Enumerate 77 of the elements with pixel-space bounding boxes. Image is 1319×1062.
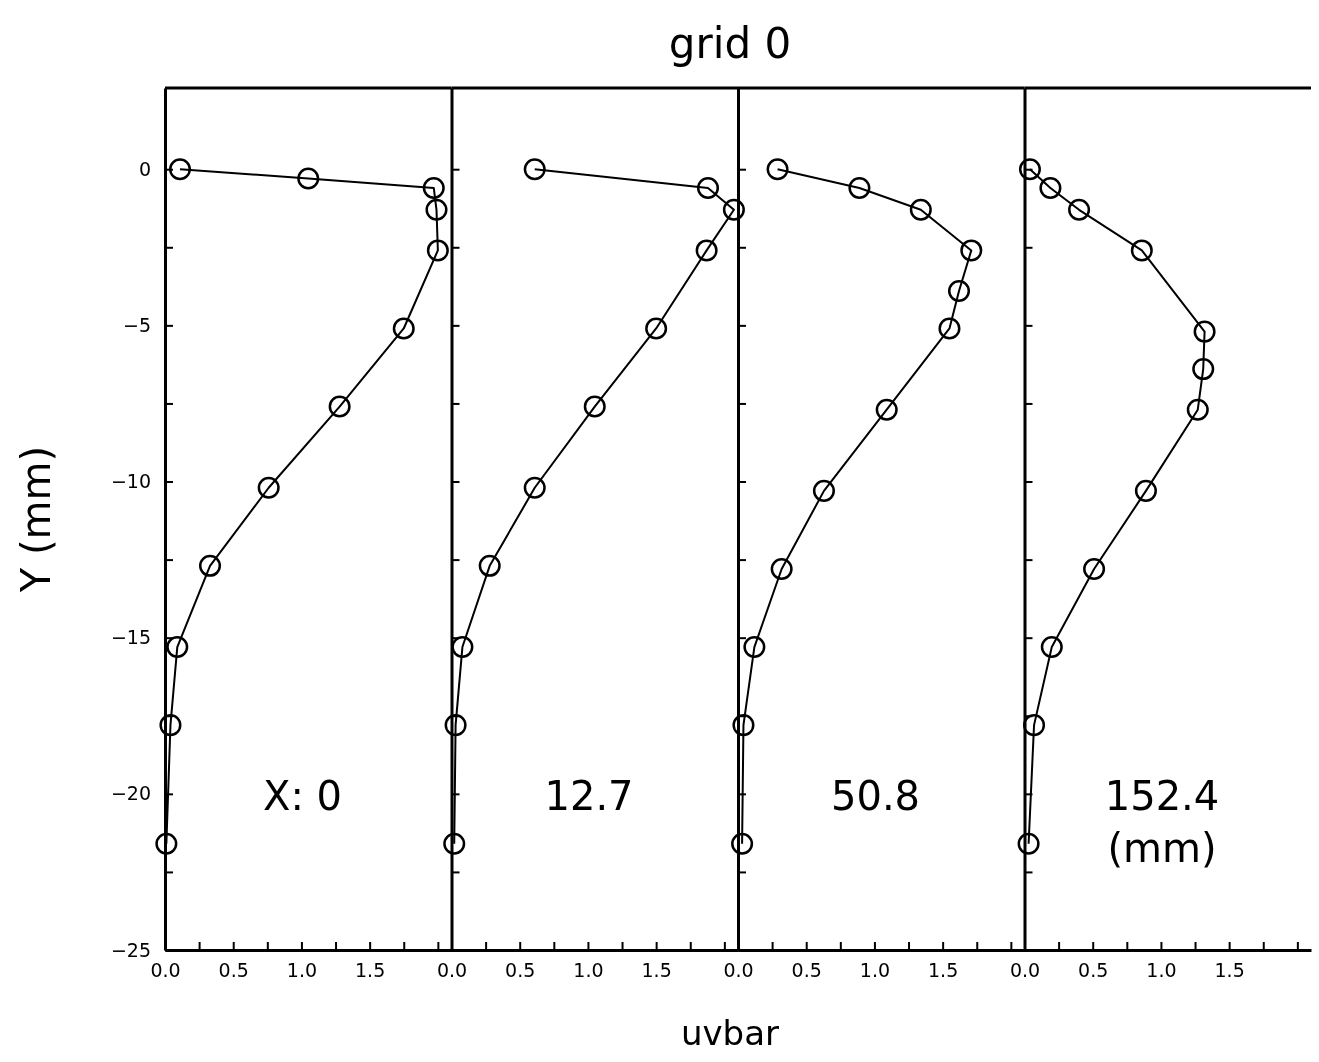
point [938, 317, 961, 340]
point [770, 557, 793, 580]
point [422, 176, 445, 199]
point [731, 832, 754, 855]
point [645, 317, 668, 340]
point [257, 476, 280, 499]
x-tick-label: 1.5 [1214, 959, 1245, 982]
point [168, 158, 192, 181]
point [1083, 557, 1106, 580]
x-axis-title: uvbar [680, 1013, 780, 1053]
point [875, 398, 898, 421]
point [451, 636, 474, 659]
point [166, 636, 189, 659]
point [1130, 239, 1153, 262]
point [159, 714, 182, 737]
x-tick-label: 1.0 [1146, 959, 1177, 982]
y-tick-label: −25 [110, 938, 151, 961]
x-tick-label: 0.5 [1078, 959, 1109, 982]
point [1192, 358, 1215, 381]
y-tick-label: −20 [110, 782, 151, 805]
point [1134, 479, 1157, 502]
point [478, 554, 501, 577]
point [155, 832, 178, 855]
point [1186, 398, 1209, 421]
y-tick-label: −5 [122, 313, 151, 336]
point [426, 239, 449, 262]
point [812, 479, 835, 502]
point [1040, 636, 1063, 659]
x-tick-label: 0.5 [218, 959, 249, 982]
x-tick-label: 1.5 [928, 959, 959, 982]
point [960, 239, 983, 262]
x-tick-label: 0.0 [723, 959, 754, 982]
chart-title: grid 0 [668, 19, 792, 68]
x-tick-label: 1.0 [286, 959, 318, 982]
point [1068, 198, 1091, 221]
annotation: 50.8 [830, 773, 921, 819]
point [199, 554, 222, 577]
point [695, 239, 718, 262]
point [766, 158, 789, 181]
annotation: (mm) [1107, 825, 1217, 871]
point [297, 167, 320, 190]
point [947, 280, 971, 303]
y-axis-title: Y (mm) [13, 445, 59, 594]
point [848, 176, 871, 199]
point [443, 832, 466, 855]
point [328, 395, 351, 418]
x-tick-label: 0.0 [150, 959, 181, 982]
point [444, 714, 467, 737]
y-tick-label: −10 [110, 470, 151, 493]
point [1017, 832, 1040, 855]
y-tick-label: −15 [110, 626, 151, 649]
point [696, 176, 720, 199]
x-tick-label: 0.5 [791, 959, 822, 982]
point [1193, 320, 1216, 343]
point [743, 636, 766, 659]
x-tick-label: 1.5 [355, 959, 386, 982]
annotation: X: 0 [263, 773, 343, 819]
point [732, 714, 755, 737]
point [583, 395, 606, 418]
point [1018, 158, 1041, 181]
annotation: 152.4 [1104, 773, 1220, 819]
x-tick-label: 1.5 [641, 959, 672, 982]
x-tick-label: 1.0 [573, 959, 604, 982]
point [909, 198, 932, 221]
point [425, 198, 448, 221]
x-tick-label: 1.0 [859, 959, 891, 982]
point [523, 158, 546, 181]
x-tick-label: 0.0 [436, 959, 468, 982]
annotation: 12.7 [544, 773, 634, 819]
y-tick-label: 0 [138, 157, 151, 180]
point [1039, 176, 1062, 199]
x-tick-label: 0.5 [505, 959, 536, 982]
point [1023, 714, 1046, 737]
point [392, 317, 415, 340]
x-tick-label: 0.0 [1009, 959, 1041, 982]
point [523, 476, 546, 499]
point [722, 198, 745, 221]
